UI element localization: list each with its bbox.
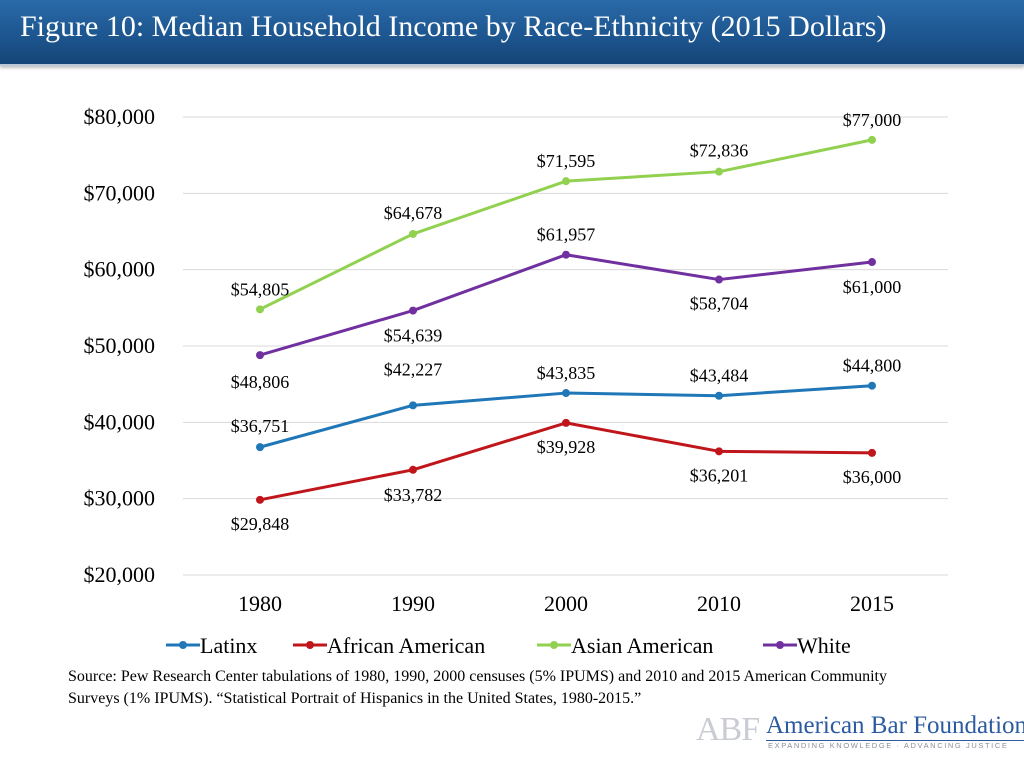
y-axis-ticks: $20,000 $30,000 $40,000 $50,000 $60,000 $70,0… [84, 104, 156, 587]
data-point [409, 306, 417, 315]
y-tick-label: $60,000 [84, 257, 156, 282]
data-point [409, 229, 417, 238]
data-label: $72,836 [690, 141, 749, 161]
y-tick-label: $70,000 [84, 180, 156, 205]
data-point [715, 275, 723, 284]
legend: Latinx African American Asian American Whit… [166, 633, 851, 658]
data-label: $43,835 [537, 363, 596, 383]
logo-name: American Bar Foundation [766, 712, 1024, 741]
data-point [562, 177, 570, 186]
data-label: $44,800 [843, 356, 902, 376]
data-point [562, 418, 570, 427]
logo-tagline: EXPANDING KNOWLEDGE · ADVANCING JUSTICE [768, 741, 1009, 750]
data-point [256, 351, 264, 360]
data-point [562, 250, 570, 259]
data-label: $36,000 [843, 467, 902, 487]
y-tick-label: $30,000 [84, 486, 156, 511]
series-line [259, 421, 873, 502]
data-labels: $36,751 $42,227 $43,835 $43,484 $44,800 $29,8… [231, 110, 902, 534]
legend-label: African American [327, 633, 485, 658]
data-point [868, 135, 876, 144]
data-point [562, 389, 570, 398]
data-point [868, 258, 876, 267]
x-axis-ticks: 1980 1990 2000 2010 2015 [238, 591, 894, 616]
legend-swatch-marker [306, 641, 314, 649]
y-tick-label: $20,000 [84, 562, 156, 587]
data-point [715, 167, 723, 176]
data-point [256, 495, 264, 504]
y-tick-label: $40,000 [84, 409, 156, 434]
source-note: Source: Pew Research Center tabulations … [68, 668, 887, 707]
legend-swatch-marker [550, 641, 558, 649]
data-point [868, 448, 876, 457]
data-label: $42,227 [384, 359, 443, 379]
line-chart: $20,000 $30,000 $40,000 $50,000 $60,000 $70,0… [84, 104, 948, 658]
x-tick-label: 1980 [238, 591, 282, 616]
data-label: $43,484 [690, 366, 749, 386]
data-label: $29,848 [231, 514, 290, 534]
legend-label: Asian American [571, 633, 713, 658]
data-point [409, 401, 417, 410]
legend-swatch-marker [776, 641, 784, 649]
data-label: $58,704 [690, 294, 749, 314]
data-point [256, 305, 264, 314]
y-tick-label: $80,000 [84, 104, 156, 129]
logo-initials: ABF [696, 711, 760, 748]
legend-swatch-marker [179, 641, 187, 649]
data-label: $61,000 [843, 277, 902, 297]
data-point [256, 443, 264, 452]
data-label: $33,782 [384, 485, 443, 505]
data-label: $39,928 [537, 437, 596, 457]
data-point [868, 381, 876, 390]
data-point [409, 465, 417, 474]
page-title: Figure 10: Median Household Income by Ra… [20, 10, 887, 43]
legend-label: Latinx [200, 633, 257, 658]
data-label: $77,000 [843, 110, 902, 130]
data-label: $48,806 [231, 372, 290, 392]
data-point [715, 447, 723, 456]
data-label: $36,751 [231, 416, 290, 436]
title-bar: Figure 10: Median Household Income by Ra… [0, 0, 1024, 66]
data-label: $54,639 [384, 326, 443, 346]
data-point [715, 391, 723, 400]
data-label: $54,805 [231, 279, 290, 299]
data-label: $61,957 [537, 225, 596, 245]
series-lines [256, 135, 876, 504]
x-tick-label: 1990 [391, 591, 435, 616]
x-tick-label: 2000 [544, 591, 588, 616]
data-label: $36,201 [690, 465, 749, 485]
x-tick-label: 2015 [850, 591, 894, 616]
data-label: $64,678 [384, 203, 443, 223]
y-tick-label: $50,000 [84, 333, 156, 358]
data-label: $71,595 [537, 151, 596, 171]
abf-logo: ABF American Bar Foundation EXPANDING KN… [696, 711, 1024, 752]
gridlines [183, 116, 948, 576]
x-tick-label: 2010 [697, 591, 741, 616]
legend-label: White [797, 633, 851, 658]
